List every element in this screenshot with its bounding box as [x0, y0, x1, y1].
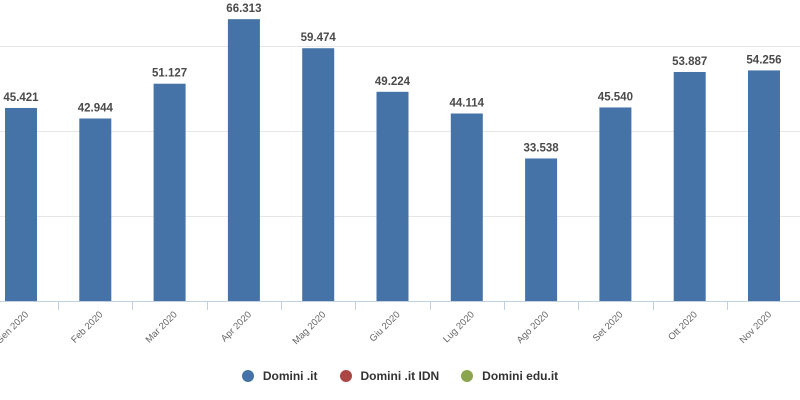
x-tick-label: Set 2020 — [591, 309, 626, 344]
legend: Domini .it Domini .it IDN Domini edu.it — [0, 365, 800, 387]
x-tick-label: Mar 2020 — [144, 309, 180, 345]
data-label: 66.313 — [226, 3, 261, 15]
x-tick-label: Apr 2020 — [219, 309, 254, 344]
data-label: 54.256 — [746, 54, 781, 66]
legend-dot-icon — [461, 370, 474, 382]
bar — [5, 107, 37, 301]
legend-label: Domini edu.it — [482, 369, 559, 383]
x-tick-label: Mag 2020 — [291, 309, 329, 347]
data-label: 45.540 — [598, 91, 633, 103]
x-axis: Gen 2020 Feb 2020 Mar 2020 Apr 2020 Mag 2020… — [0, 301, 800, 347]
data-labels: 45.421 42.944 51.127 66.313 59.474 49.224 44.1… — [3, 3, 781, 154]
bar — [302, 48, 335, 301]
bar — [525, 158, 558, 301]
data-label: 45.421 — [3, 92, 39, 104]
x-tick-label: Ott 2020 — [666, 309, 700, 343]
legend-label: Domini .it — [262, 369, 318, 383]
x-tick-label: Gen 2020 — [0, 309, 31, 346]
legend-label: Domini .it IDN — [360, 369, 440, 383]
data-label: 51.127 — [152, 68, 187, 80]
data-label: 59.474 — [301, 32, 337, 44]
bar — [748, 70, 780, 301]
data-label: 44.114 — [450, 98, 485, 110]
legend-dot-icon — [241, 370, 254, 382]
data-label: 42.944 — [78, 102, 114, 114]
data-label: 53.887 — [672, 56, 707, 68]
bars-series — [5, 19, 780, 302]
bar-chart: 45.421 42.944 51.127 66.313 59.474 49.224 44.1… — [0, 3, 800, 347]
bar — [153, 83, 186, 301]
x-tick-label: Ago 2020 — [515, 309, 552, 346]
x-tick-label: Lug 2020 — [441, 309, 477, 345]
legend-dot-icon — [339, 370, 352, 382]
bar — [79, 118, 112, 301]
bar — [376, 91, 409, 301]
x-tick-label: Nov 2020 — [738, 309, 775, 346]
bar — [673, 71, 706, 301]
data-label: 33.538 — [524, 142, 560, 154]
x-tick-label: Feb 2020 — [69, 309, 105, 345]
bar — [227, 19, 260, 302]
bar — [599, 107, 632, 301]
legend-item-domini-edu-it[interactable]: Domini edu.it — [461, 369, 558, 383]
bar — [450, 113, 483, 301]
legend-item-domini-it[interactable]: Domini .it — [241, 369, 318, 383]
data-label: 49.224 — [375, 76, 411, 88]
x-tick-label: Giu 2020 — [368, 309, 403, 344]
legend-item-domini-it-idn[interactable]: Domini .it IDN — [339, 369, 440, 383]
